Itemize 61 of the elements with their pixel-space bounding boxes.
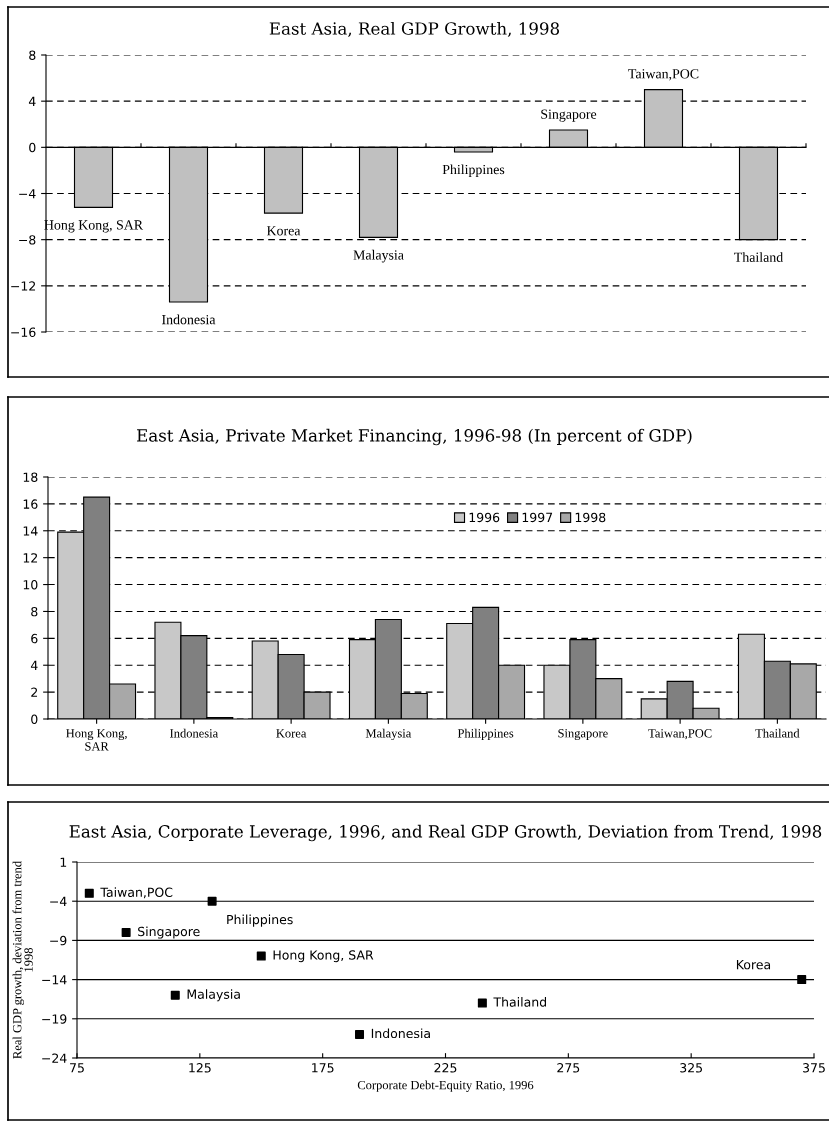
category-label: Thailand: [734, 252, 784, 262]
category-label: Indonesia: [162, 314, 216, 325]
x-tick-label: Philippines: [457, 728, 514, 741]
legend-label: 1998: [575, 512, 606, 523]
annotation: Malaysia: [187, 989, 240, 1002]
x-tick-label: Hong Kong, SAR: [66, 729, 127, 751]
annotation: Indonesia: [371, 1028, 430, 1039]
annotation: Thailand: [493, 997, 547, 1007]
y-tick-label: −4: [19, 189, 36, 199]
y-tick-label: 14: [23, 526, 38, 536]
legend-label: 1997: [522, 512, 553, 523]
y-tick-label: 6: [31, 633, 38, 644]
y-tick-label: −24: [42, 1053, 67, 1063]
legend-label: 1996: [469, 512, 500, 523]
category-label: Philippines: [442, 164, 505, 178]
x-tick-label: 225: [434, 1063, 457, 1073]
category-label: Korea: [266, 226, 301, 236]
annotation: Hong Kong, SAR: [273, 950, 374, 963]
y-tick-label: 10: [23, 580, 38, 590]
y-tick-label: −12: [11, 281, 36, 291]
chart-title: East Asia, Real GDP Growth, 1998: [269, 21, 560, 37]
y-tick-label: 18: [23, 472, 38, 482]
y-tick-label: −16: [11, 327, 36, 337]
y-tick-label: 12: [23, 553, 38, 563]
y-tick-label: −8: [19, 235, 36, 245]
x-tick-label: 325: [680, 1063, 702, 1073]
y-tick-label: −9: [50, 935, 67, 946]
annotation: Taiwan,POC: [100, 887, 173, 899]
x-tick-label: Indonesia: [170, 728, 218, 738]
x-tick-label: Korea: [276, 729, 307, 738]
y-tick-label: 4: [28, 96, 36, 106]
x-tick-label: Malaysia: [365, 728, 412, 741]
x-tick-label: 125: [189, 1063, 211, 1073]
y-tick-label: 2: [31, 687, 38, 697]
annotation: Singapore: [138, 926, 200, 939]
x-axis-title: Corporate Debt-Equity Ratio, 1996: [357, 1080, 534, 1092]
y-axis-title: Real GDP growth, deviation from trend 1998: [12, 861, 33, 1059]
x-tick-label: Thailand: [755, 728, 800, 738]
annotation: Korea: [736, 960, 771, 970]
category-label: Singapore: [541, 109, 597, 122]
y-tick-label: −4: [50, 896, 67, 906]
x-tick-label: Taiwan,POC: [648, 729, 712, 740]
y-tick-label: 1: [60, 857, 67, 867]
x-tick-label: Singapore: [558, 729, 608, 741]
x-tick-label: 175: [312, 1063, 334, 1073]
y-tick-label: 16: [23, 499, 38, 509]
y-tick-label: −19: [42, 1014, 67, 1024]
chart-title: East Asia, Private Market Financing, 1996-98 (In percent of GDP): [137, 428, 692, 446]
y-tick-label: 0: [29, 142, 36, 153]
y-tick-label: −14: [42, 975, 67, 985]
x-tick-label: 75: [70, 1063, 84, 1073]
x-tick-label: 275: [557, 1063, 580, 1073]
y-tick-label: 8: [31, 606, 38, 617]
x-tick-label: 375: [803, 1063, 825, 1073]
category-label: Malaysia: [353, 249, 404, 263]
y-tick-label: 0: [31, 714, 38, 724]
category-label: Taiwan,POC: [628, 69, 699, 81]
annotation: Philippines: [227, 914, 293, 927]
y-tick-label: 4: [30, 660, 38, 670]
chart-title: East Asia, Corporate Leverage, 1996, and Real GDP Growth, Deviation from Trend, 1998: [69, 824, 822, 842]
y-tick-label: 8: [29, 50, 36, 60]
